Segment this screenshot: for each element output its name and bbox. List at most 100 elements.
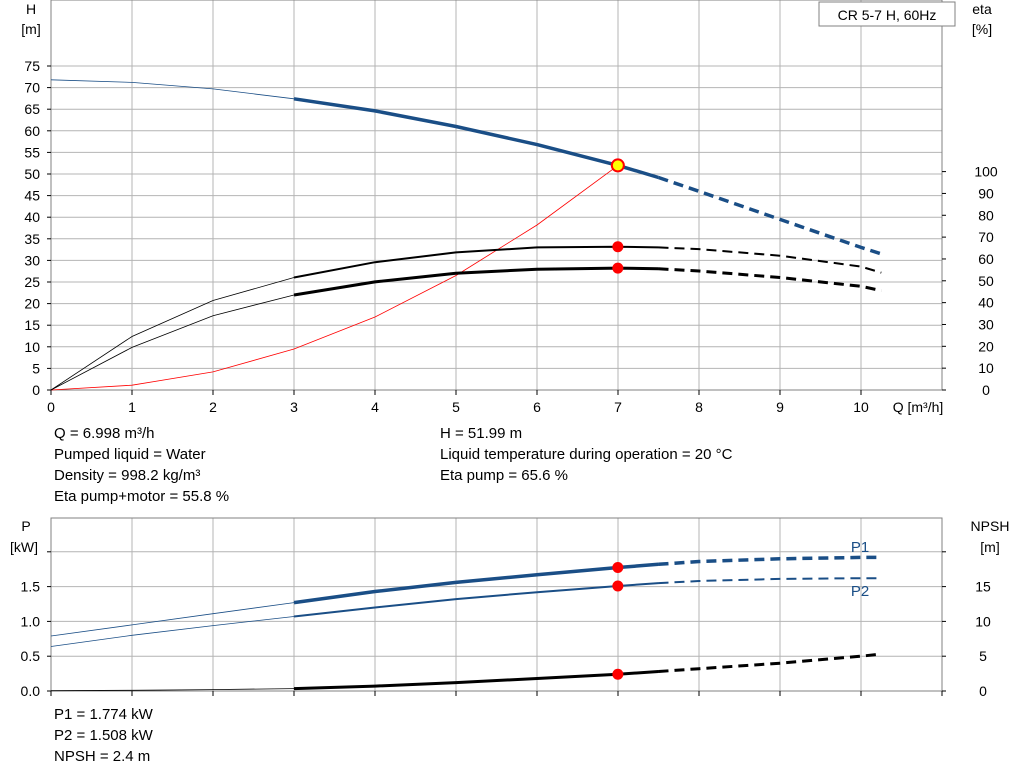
npsh-tick-label: 5 <box>979 648 987 664</box>
h-tick-label: 0 <box>32 382 40 398</box>
info-density: Density = 998.2 kg/m³ <box>54 467 201 484</box>
info-top-right: H = 51.99 m Liquid temperature during op… <box>440 423 732 486</box>
h-tick-label: 65 <box>24 101 40 117</box>
h-tick-label: 10 <box>24 339 40 355</box>
npsh-tick-label: 10 <box>975 613 991 629</box>
info-flow: Q = 6.998 m³/h <box>54 425 155 442</box>
p-axis-unit: [kW] <box>10 539 38 555</box>
q-tick-label: 10 <box>853 399 869 415</box>
top-plot-frame <box>50 0 943 391</box>
h-tick-label: 50 <box>24 166 40 182</box>
eta-total-curve-dashed <box>658 267 882 293</box>
title-box <box>818 1 956 27</box>
h-tick-label: 60 <box>24 123 40 139</box>
p-axis-label: P <box>21 518 30 534</box>
q-tick-label: 1 <box>128 399 136 415</box>
eta-tick-label: 70 <box>978 229 994 245</box>
eta-tick-label: 90 <box>978 185 994 201</box>
h-tick-label: 15 <box>24 317 40 333</box>
npsh-curve-solid <box>293 670 659 691</box>
eta-tick-label: 10 <box>978 360 994 376</box>
h-duty-point <box>610 158 625 173</box>
h-curve-thin <box>50 79 295 100</box>
h-curve-solid <box>293 97 660 180</box>
q-tick-label: 7 <box>614 399 622 415</box>
npsh-curve-dashed <box>658 652 882 673</box>
info-p1: P1 = 1.774 kW <box>54 706 153 723</box>
h-tick-label: 30 <box>24 252 40 268</box>
eta-total-curve-thin <box>50 294 295 391</box>
q-tick-label: 0 <box>47 399 55 415</box>
h-tick-label: 5 <box>32 360 40 376</box>
info-bottom: P1 = 1.774 kW P2 = 1.508 kW NPSH = 2.4 m <box>54 704 153 767</box>
eta-tick-label: 30 <box>978 316 994 332</box>
p1-duty-point <box>612 562 624 574</box>
eta-pump-curve-thin <box>50 277 295 391</box>
eta-total-curve <box>50 266 882 391</box>
npsh-curve-thin <box>50 688 295 692</box>
h-tick-label: 35 <box>24 231 40 247</box>
npsh-tick-label: 0 <box>979 683 987 699</box>
chart-title: CR 5-7 H, 60Hz <box>838 7 937 23</box>
q-tick-label: 4 <box>371 399 379 415</box>
p-tick-label: 0.5 <box>21 648 41 664</box>
p1-curve-thin <box>50 602 295 637</box>
eta-pump-curve-dashed <box>658 246 882 274</box>
npsh-tick-label: 15 <box>975 579 991 595</box>
h-tick-label: 70 <box>24 80 40 96</box>
eta-total-duty-point <box>612 262 624 274</box>
q-tick-label: 3 <box>290 399 298 415</box>
p2-curve <box>50 577 882 647</box>
info-p2: P2 = 1.508 kW <box>54 727 153 744</box>
eta-tick-label: 80 <box>978 207 994 223</box>
h-tick-label: 55 <box>24 144 40 160</box>
npsh-duty-point <box>612 668 624 680</box>
p2-series-label: P2 <box>851 583 869 600</box>
eta-pump-duty-point <box>612 241 624 253</box>
info-head: H = 51.99 m <box>440 425 523 442</box>
p-tick-label: 0.0 <box>21 683 41 699</box>
p1-curve-solid <box>293 562 659 605</box>
info-eta-pump: Eta pump = 65.6 % <box>440 467 568 484</box>
p2-curve-solid <box>293 582 659 618</box>
h-tick-label: 20 <box>24 296 40 312</box>
h-tick-label: 45 <box>24 188 40 204</box>
p1-curve-dashed <box>658 555 882 567</box>
eta-tick-label: 100 <box>974 164 998 180</box>
p-tick-label: 1.0 <box>21 613 41 629</box>
eta-axis-unit: [%] <box>972 21 992 37</box>
eta-axis-label: eta <box>972 1 992 17</box>
npsh-axis-label: NPSH <box>971 518 1010 534</box>
eta-pump-curve-solid <box>293 245 659 279</box>
h-axis-label: H <box>26 1 36 17</box>
info-eta-total: Eta pump+motor = 55.8 % <box>54 488 230 505</box>
eta-tick-label: 0 <box>982 382 990 398</box>
p2-curve-dashed <box>658 577 882 585</box>
h-curve-dashed <box>657 175 882 256</box>
npsh-curve <box>50 652 882 692</box>
p2-curve-thin <box>50 616 295 647</box>
h-tick-label: 25 <box>24 274 40 290</box>
eta-total-curve-solid <box>293 266 659 297</box>
info-liquid: Pumped liquid = Water <box>54 446 206 463</box>
info-top-left: Q = 6.998 m³/h Pumped liquid = Water Den… <box>54 423 229 507</box>
eta-tick-label: 50 <box>978 273 994 289</box>
p2-duty-point <box>612 580 624 592</box>
eta-tick-label: 40 <box>978 295 994 311</box>
eta-tick-label: 60 <box>978 251 994 267</box>
h-tick-label: 40 <box>24 209 40 225</box>
eta-pump-curve <box>50 245 882 391</box>
q-tick-label: 5 <box>452 399 460 415</box>
info-temperature: Liquid temperature during operation = 20… <box>440 446 733 463</box>
p1-curve <box>50 555 882 637</box>
npsh-axis-unit: [m] <box>980 539 999 555</box>
eta-tick-label: 20 <box>978 338 994 354</box>
q-tick-label: 6 <box>533 399 541 415</box>
p-tick-label: 1.5 <box>21 579 41 595</box>
h-curve <box>50 79 882 256</box>
h-tick-label: 75 <box>24 58 40 74</box>
q-tick-label: 2 <box>209 399 217 415</box>
p1-series-label: P1 <box>851 539 869 556</box>
bottom-plot-frame <box>50 517 943 692</box>
